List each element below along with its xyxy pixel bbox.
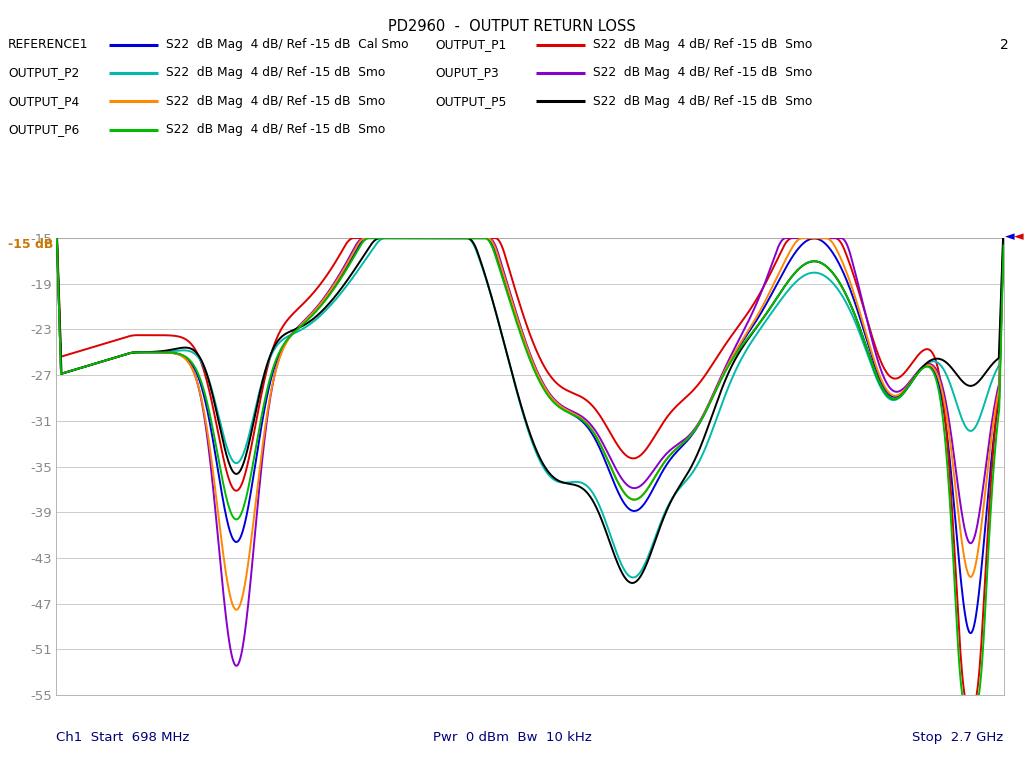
- Text: S22  dB Mag  4 dB/ Ref -15 dB  Smo: S22 dB Mag 4 dB/ Ref -15 dB Smo: [593, 67, 812, 79]
- Text: -15 dB: -15 dB: [8, 238, 53, 251]
- Text: S22  dB Mag  4 dB/ Ref -15 dB  Smo: S22 dB Mag 4 dB/ Ref -15 dB Smo: [166, 67, 385, 79]
- Text: S22  dB Mag  4 dB/ Ref -15 dB  Smo: S22 dB Mag 4 dB/ Ref -15 dB Smo: [593, 38, 812, 51]
- Text: OUTPUT_P2: OUTPUT_P2: [8, 67, 80, 79]
- Text: S22  dB Mag  4 dB/ Ref -15 dB  Cal Smo: S22 dB Mag 4 dB/ Ref -15 dB Cal Smo: [166, 38, 409, 51]
- Text: OUTPUT_P4: OUTPUT_P4: [8, 95, 80, 108]
- Text: Pwr  0 dBm  Bw  10 kHz: Pwr 0 dBm Bw 10 kHz: [432, 731, 592, 743]
- Text: Stop  2.7 GHz: Stop 2.7 GHz: [912, 731, 1004, 743]
- Text: OUTPUT_P6: OUTPUT_P6: [8, 124, 80, 136]
- Text: S22  dB Mag  4 dB/ Ref -15 dB  Smo: S22 dB Mag 4 dB/ Ref -15 dB Smo: [593, 95, 812, 108]
- Text: OUTPUT_P1: OUTPUT_P1: [435, 38, 507, 51]
- Text: OUPUT_P3: OUPUT_P3: [435, 67, 499, 79]
- Text: Ch1  Start  698 MHz: Ch1 Start 698 MHz: [56, 731, 189, 743]
- Text: OUTPUT_P5: OUTPUT_P5: [435, 95, 507, 108]
- Text: S22  dB Mag  4 dB/ Ref -15 dB  Smo: S22 dB Mag 4 dB/ Ref -15 dB Smo: [166, 95, 385, 108]
- Text: ◄: ◄: [1014, 230, 1023, 243]
- Text: 2: 2: [999, 38, 1009, 51]
- Text: PD2960  -  OUTPUT RETURN LOSS: PD2960 - OUTPUT RETURN LOSS: [388, 19, 636, 35]
- Text: ◄: ◄: [1005, 230, 1014, 243]
- Text: S22  dB Mag  4 dB/ Ref -15 dB  Smo: S22 dB Mag 4 dB/ Ref -15 dB Smo: [166, 124, 385, 136]
- Text: REFERENCE1: REFERENCE1: [8, 38, 89, 51]
